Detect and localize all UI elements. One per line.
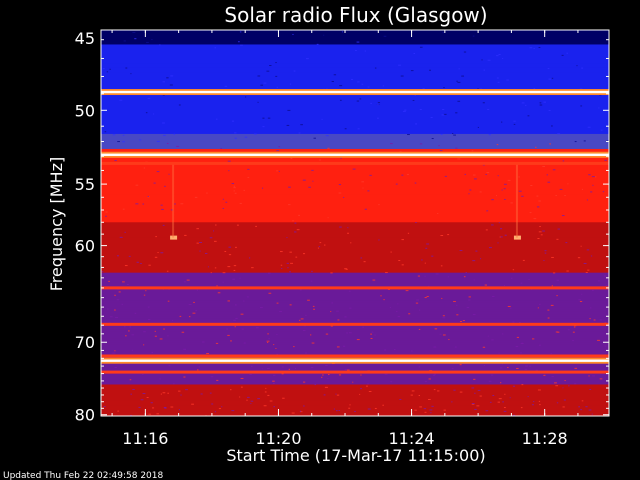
y-tick-label: 80 [75, 406, 95, 425]
chart-title: Solar radio Flux (Glasgow) [224, 3, 487, 27]
x-tick-label: 11:16 [122, 429, 168, 448]
x-tick-label: 11:24 [389, 429, 435, 448]
y-tick-label: 55 [75, 175, 95, 194]
heatmap-area [101, 30, 609, 416]
y-tick-label: 50 [75, 101, 95, 120]
x-axis-label: Start Time (17-Mar-17 11:15:00) [226, 446, 485, 465]
x-axis: 11:16 11:20 11:24 11:28 [111, 30, 579, 448]
y-tick-label: 70 [75, 333, 95, 352]
y-axis-label: Frequency [MHz] [47, 157, 66, 291]
y-tick-label: 60 [75, 237, 95, 256]
plot-frame [100, 29, 610, 417]
y-tick-label: 45 [75, 29, 95, 48]
updated-footer: Updated Thu Feb 22 02:49:58 2018 [3, 471, 164, 480]
x-tick-label: 11:20 [255, 429, 301, 448]
x-tick-label: 11:28 [522, 429, 568, 448]
y-axis: 45 50 55 60 70 80 [75, 29, 609, 425]
